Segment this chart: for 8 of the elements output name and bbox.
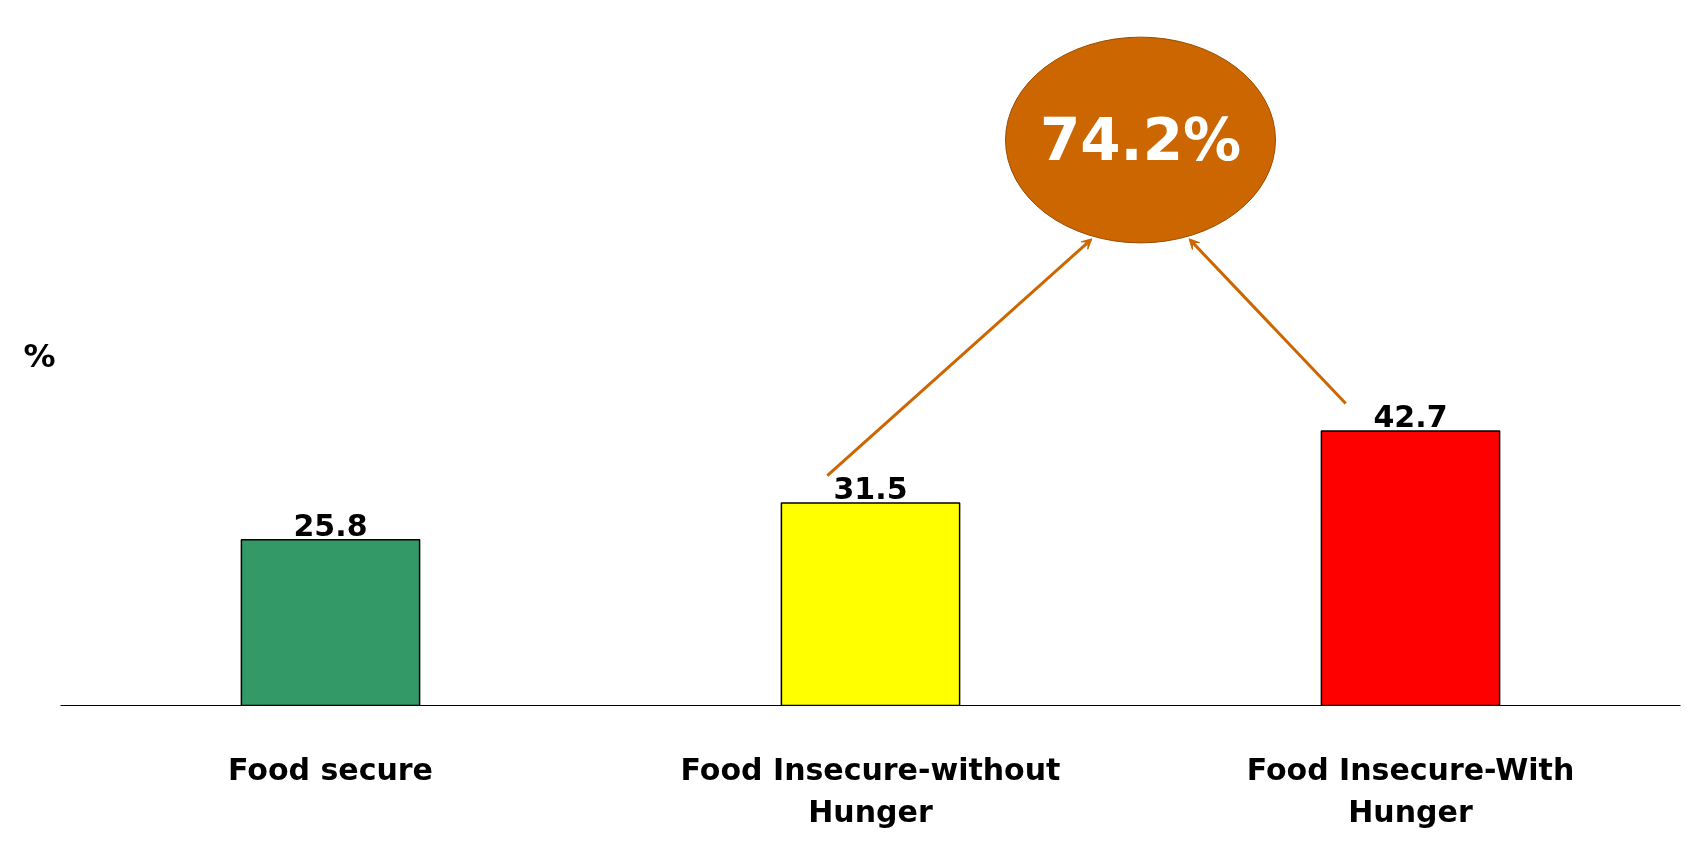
data-label: 25.8 <box>293 507 368 543</box>
data-label: 31.5 <box>833 470 908 506</box>
x-tick-label: Food Insecure-without Hunger <box>680 751 1061 829</box>
text: 74.2% <box>1039 106 1242 175</box>
x-tick-label: Food Insecure-With Hunger <box>1246 751 1575 829</box>
x-tick-label: Food secure <box>228 751 433 787</box>
data-label: 42.7 <box>1373 398 1448 434</box>
y-axis-title: % <box>23 336 56 375</box>
